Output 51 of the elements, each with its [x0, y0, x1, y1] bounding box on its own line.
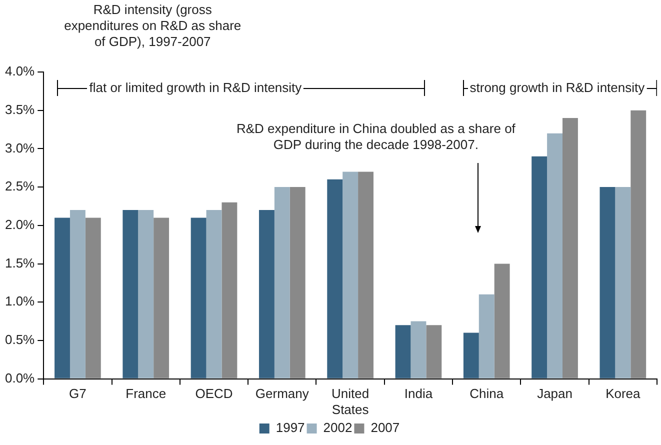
y-tick-label: 3.5% [4, 102, 36, 117]
x-tick-label: France [126, 386, 166, 402]
y-tick-label: 0.5% [4, 332, 36, 348]
x-tick-label: United States [332, 386, 370, 417]
bar [410, 321, 426, 378]
bar [532, 156, 548, 378]
y-tick-label: 1.0% [4, 294, 36, 309]
y-tick-label: 4.0% [4, 64, 36, 79]
bar [70, 210, 86, 378]
bar [327, 179, 343, 378]
bar [290, 187, 306, 378]
legend-label: 1997 [276, 420, 305, 436]
bar [138, 210, 154, 378]
x-tick-label: Japan [537, 386, 572, 402]
legend-label: 2002 [323, 420, 352, 436]
chart-title: R&D intensity (gross expenditures on R&D as share of GDP), 1997-2007 [63, 2, 242, 50]
y-tick-label: 3.0% [4, 140, 36, 156]
bar [463, 332, 479, 378]
x-tick-label: G7 [69, 386, 86, 402]
bar [562, 118, 578, 378]
bar [258, 210, 274, 378]
y-tick-label: 2.0% [4, 216, 36, 232]
bar [274, 187, 290, 378]
bar [547, 133, 562, 378]
bar [478, 294, 494, 378]
bar [222, 202, 238, 378]
x-tick-label: Korea [606, 386, 642, 402]
bar [395, 325, 411, 378]
y-tick-label: 1.5% [4, 255, 36, 270]
bar [122, 210, 138, 378]
y-tick-label: 2.5% [4, 178, 36, 194]
bar [190, 218, 206, 378]
x-tick-label: China [470, 386, 504, 402]
bar [426, 325, 442, 378]
annotation: flat or limited growth in R&D intensity [88, 80, 303, 96]
legend-label: 2007 [370, 420, 400, 436]
bar [615, 187, 631, 378]
bar [206, 210, 222, 378]
bar [154, 218, 170, 378]
y-tick-label: 0.0% [4, 370, 36, 386]
bar [630, 110, 646, 378]
bar [342, 172, 358, 378]
annotation: R&D expenditure in China doubled as a share of GDP during the decade 1998-2007. [235, 121, 516, 154]
bar [358, 172, 374, 378]
x-tick-label: Germany [255, 386, 310, 402]
bar [494, 264, 510, 378]
bar [600, 187, 616, 378]
x-tick-label: India [404, 386, 434, 402]
bar [85, 218, 101, 378]
bar [54, 218, 70, 378]
x-tick-label: OECD [195, 386, 233, 402]
